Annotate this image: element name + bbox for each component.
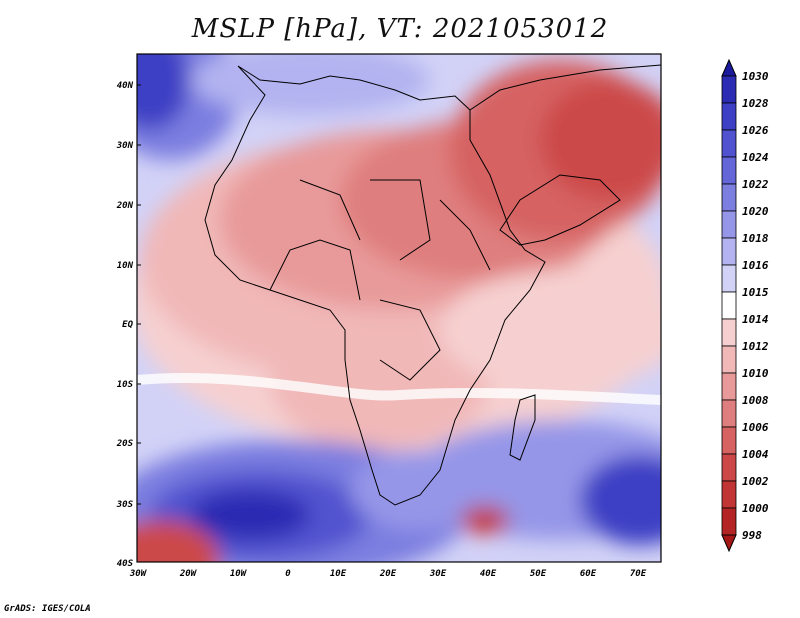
colorbar-segment [721,291,737,320]
lat-label: 10N [117,261,134,271]
colorbar-label: 1016 [742,259,769,272]
lat-label: 30N [116,141,134,151]
colorbar: 1030 1028 1026 1024 1022 1020 1018 1016 1015 1014… [721,58,769,553]
lon-label: 10W [230,569,248,579]
colorbar-label: 1022 [742,178,769,191]
colorbar-segment [721,183,737,212]
colorbar-segment [721,507,737,536]
colorbar-segment [721,372,737,401]
colorbar-label: 1028 [742,97,769,110]
lon-label: 50E [530,569,547,579]
map-frame [136,53,662,563]
lat-label: 40N [117,81,134,91]
colorbar-label: 1008 [742,394,769,407]
lon-label: 10E [330,569,347,579]
colorbar-segment [721,426,737,455]
lon-label: 20W [179,569,198,579]
colorbar-label: 1030 [742,70,769,83]
colorbar-segment [721,453,737,482]
colorbar-segment [721,318,737,347]
lat-label: 10S [117,380,134,390]
map-title: MSLP [hPa], VT: 2021053012 [191,14,609,44]
lat-label: 20N [116,201,134,211]
lat-axis: 40N 30N 20N 10N EQ 10S 20S 30S 40S [116,81,134,569]
colorbar-segment [721,75,737,104]
colorbar-label: 1002 [742,475,769,488]
colorbar-label: 1014 [742,313,769,326]
colorbar-label: 1012 [742,340,769,353]
lat-label: EQ [122,320,133,330]
colorbar-segment [721,345,737,374]
lon-label: 30E [429,569,447,579]
colorbar-label: 1015 [742,286,769,299]
colorbar-label: 1000 [742,502,769,515]
colorbar-top-arrow [721,58,737,77]
lon-label: 60E [580,569,597,579]
pressure-field [137,54,661,562]
colorbar-label: 1004 [742,448,769,461]
colorbar-label: 1024 [742,151,769,164]
colorbar-segment [721,237,737,266]
colorbar-segment [721,102,737,131]
lat-label: 30S [116,500,134,510]
coastlines [204,64,661,506]
colorbar-segment [721,129,737,158]
lat-label: 20S [116,439,134,449]
colorbar-segment [721,210,737,239]
colorbar-segment [721,264,737,293]
colorbar-label: 1020 [742,205,769,218]
lon-label: 70E [630,569,647,579]
lat-label: 40S [117,559,134,569]
colorbar-label: 1006 [742,421,769,434]
colorbar-label: 1026 [742,124,769,137]
colorbar-label: 1018 [742,232,769,245]
lon-label: 0 [285,569,291,579]
colorbar-segment [721,399,737,428]
colorbar-segment [721,156,737,185]
colorbar-segment [721,480,737,509]
lon-label: 40E [480,569,497,579]
lon-axis: 30W 20W 10W 0 10E 20E 30E 40E 50E 60E 70… [129,569,647,579]
colorbar-bottom-arrow [721,534,737,553]
grads-credit: GrADS: IGES/COLA [4,604,91,614]
lon-label: 30W [129,569,148,579]
colorbar-label: 1010 [742,367,769,380]
lon-label: 20E [379,569,397,579]
colorbar-label: 998 [742,529,762,542]
lat-ticks [137,84,141,505]
